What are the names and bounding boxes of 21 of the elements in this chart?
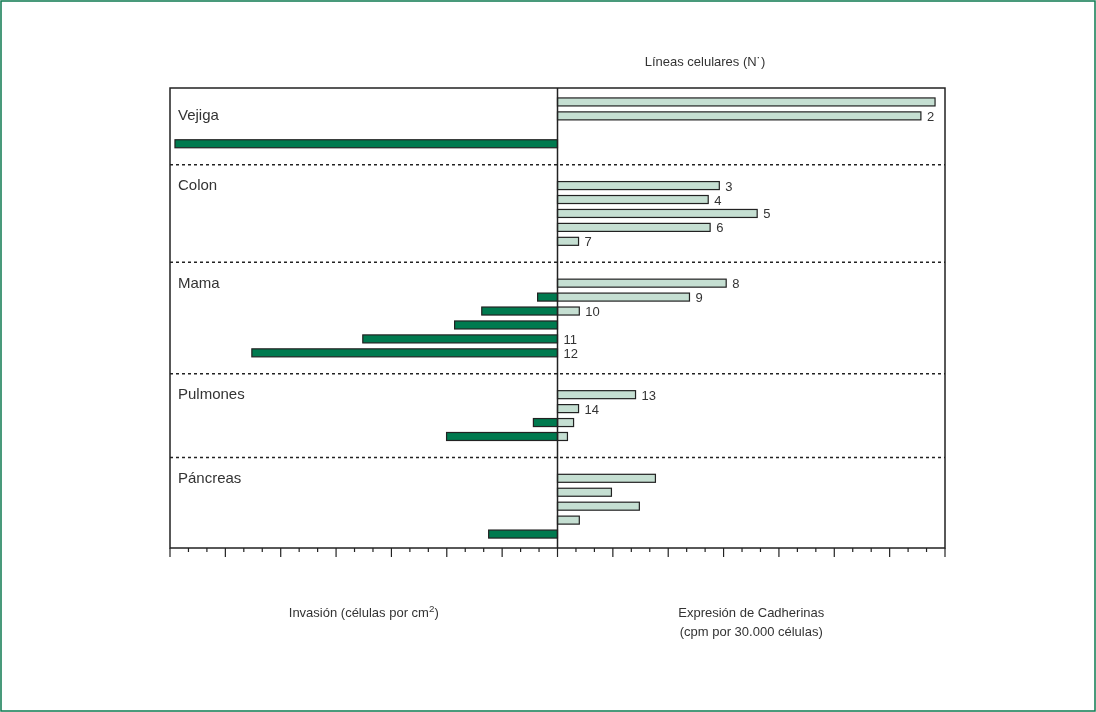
annotation: Colon xyxy=(178,176,218,194)
y-tick-label: 14 xyxy=(584,401,600,417)
y-tick-label: 4 xyxy=(714,192,722,208)
y-tick-label: 3 xyxy=(725,178,733,194)
y-axis-title: Líneas celulares (N˙) xyxy=(644,54,766,69)
y-tick-label: 5 xyxy=(763,206,771,222)
y-tick-label: 7 xyxy=(584,234,592,250)
y-tick-label: 2 xyxy=(926,108,935,124)
y-tick-label: 6 xyxy=(716,220,724,236)
y-tick-label: 8 xyxy=(732,276,740,292)
y-tick-label: 12 xyxy=(563,345,578,361)
x-axis-title: Invasión (células por cm$^{2}$) xyxy=(288,602,439,620)
annotation: Mama xyxy=(178,273,221,291)
annotation: Vejiga xyxy=(178,106,220,124)
text: Expresión de Cadherinas (cpm por 30.000 células) xyxy=(678,605,825,639)
annotation: Pulmones xyxy=(178,385,245,403)
annotation: Páncreas xyxy=(178,468,242,486)
y-tick-label: 13 xyxy=(641,387,656,403)
y-tick-label: 10 xyxy=(585,304,600,320)
y-tick-label: 11 xyxy=(563,331,577,347)
y-tick-label: 9 xyxy=(695,290,703,306)
